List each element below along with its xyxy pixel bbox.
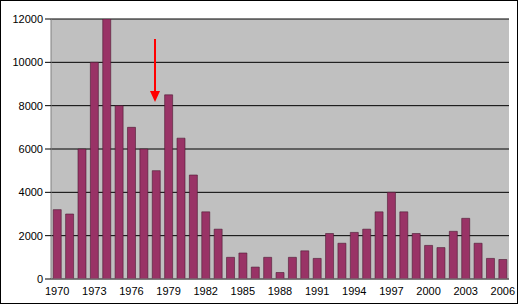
svg-text:1994: 1994 <box>342 285 366 297</box>
svg-text:12000: 12000 <box>12 13 43 25</box>
svg-text:4000: 4000 <box>19 186 43 198</box>
svg-text:1976: 1976 <box>119 285 143 297</box>
svg-text:2003: 2003 <box>453 285 477 297</box>
svg-text:6000: 6000 <box>19 143 43 155</box>
svg-text:1991: 1991 <box>305 285 329 297</box>
svg-text:2006: 2006 <box>491 285 510 297</box>
svg-text:1979: 1979 <box>156 285 180 297</box>
svg-text:0: 0 <box>37 273 43 285</box>
svg-text:8000: 8000 <box>19 100 43 112</box>
svg-text:10000: 10000 <box>12 56 43 68</box>
svg-text:2000: 2000 <box>19 230 43 242</box>
svg-text:1985: 1985 <box>231 285 255 297</box>
svg-text:2000: 2000 <box>416 285 440 297</box>
svg-text:1973: 1973 <box>82 285 106 297</box>
svg-text:1982: 1982 <box>193 285 217 297</box>
svg-text:1970: 1970 <box>45 285 69 297</box>
svg-text:1997: 1997 <box>379 285 403 297</box>
svg-text:1988: 1988 <box>268 285 292 297</box>
